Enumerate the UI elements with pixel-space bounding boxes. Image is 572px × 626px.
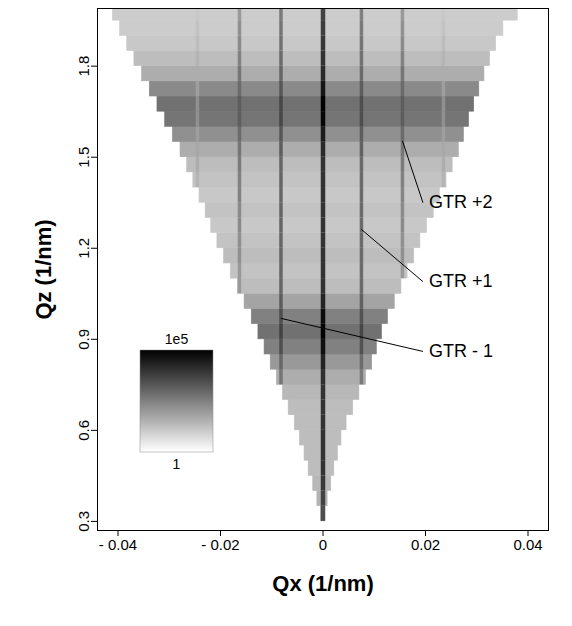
- svg-text:GTR +2: GTR +2: [429, 192, 493, 212]
- svg-text:Qx (1/nm): Qx (1/nm): [272, 571, 373, 596]
- svg-text:1.2: 1.2: [75, 238, 92, 259]
- svg-text:0.02: 0.02: [411, 536, 440, 553]
- svg-text:1e5: 1e5: [165, 331, 189, 347]
- svg-text:0.3: 0.3: [75, 511, 92, 532]
- svg-text:- 0.04: - 0.04: [99, 536, 137, 553]
- svg-text:1: 1: [173, 456, 181, 472]
- svg-text:1.5: 1.5: [75, 147, 92, 168]
- svg-text:0.6: 0.6: [75, 420, 92, 441]
- svg-text:Qz (1/nm): Qz (1/nm): [31, 219, 56, 319]
- svg-text:0.9: 0.9: [75, 329, 92, 350]
- svg-text:1.8: 1.8: [75, 56, 92, 77]
- svg-text:0: 0: [319, 536, 327, 553]
- svg-text:GTR - 1: GTR - 1: [429, 341, 493, 361]
- svg-text:0.04: 0.04: [513, 536, 542, 553]
- svg-text:GTR +1: GTR +1: [429, 271, 493, 291]
- svg-text:- 0.02: - 0.02: [201, 536, 239, 553]
